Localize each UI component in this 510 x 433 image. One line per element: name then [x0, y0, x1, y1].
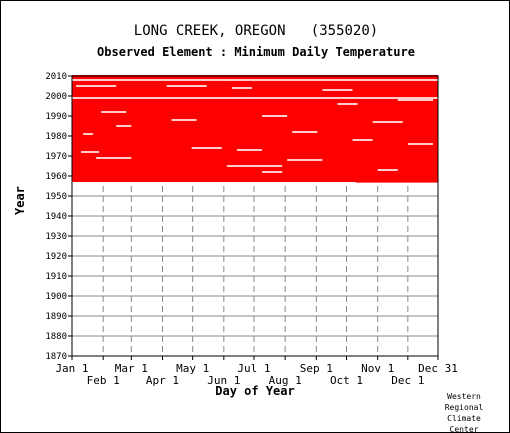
missing-data-segment	[231, 87, 252, 89]
missing-data-segment	[372, 121, 403, 123]
x-tick-label: Sep 1	[300, 362, 333, 375]
missing-data-segment	[287, 159, 323, 161]
y-tick-label: 1940	[45, 212, 67, 222]
x-tick-label: Mar 1	[115, 362, 148, 375]
y-tick-label: 1920	[45, 252, 67, 262]
missing-data-segment	[96, 157, 132, 159]
x-axis-label: Day of Year	[215, 384, 295, 398]
y-tick-label: 1880	[45, 332, 67, 342]
missing-data-segment	[81, 151, 100, 153]
missing-data-segment	[101, 111, 127, 113]
x-tick-label: Jun 1	[207, 374, 240, 387]
data-block-main	[72, 75, 438, 180]
plot-border	[71, 75, 439, 357]
y-tick-label: 1900	[45, 292, 67, 302]
chart-subtitle: Observed Element : Minimum Daily Tempera…	[97, 45, 415, 59]
y-tick-label: 2000	[45, 92, 67, 102]
x-tick-label: Apr 1	[146, 374, 179, 387]
data-block-first-year	[72, 180, 356, 182]
missing-data-segment	[352, 139, 373, 141]
missing-data-segment	[407, 143, 433, 145]
missing-data-segment	[116, 125, 132, 127]
missing-data-segment	[191, 147, 222, 149]
x-tick-label: Jul 1	[237, 362, 270, 375]
missing-data-segment	[72, 79, 438, 81]
missing-data-segment	[166, 85, 207, 87]
missing-data-segment	[337, 103, 358, 105]
x-tick-label: Jan 1	[55, 362, 88, 375]
y-tick-label: 1990	[45, 112, 67, 122]
missing-data-segment	[292, 131, 318, 133]
x-tick-label: Aug 1	[269, 374, 302, 387]
missing-data-segment	[397, 99, 433, 101]
x-tick-label: Oct 1	[330, 374, 363, 387]
y-tick-label: 1950	[45, 192, 67, 202]
missing-data-segment	[236, 149, 263, 151]
missing-data-segment	[377, 169, 398, 171]
missing-data-segment	[76, 85, 117, 87]
missing-data-segment	[72, 97, 438, 99]
missing-data-segment	[226, 165, 283, 167]
y-tick-label: 1890	[45, 312, 67, 322]
missing-data-segment	[262, 171, 283, 173]
missing-data-segment	[171, 119, 197, 121]
x-tick-label: May 1	[176, 362, 209, 375]
chart-title: LONG CREEK, OREGON (355020)	[133, 23, 379, 39]
x-tick-label: Feb 1	[87, 374, 120, 387]
y-tick-label: 1980	[45, 132, 67, 142]
y-tick-label: 1930	[45, 232, 67, 242]
missing-data-segment	[262, 115, 288, 117]
credit-text: Western Regional Climate Center	[444, 392, 484, 433]
missing-data-segment	[83, 133, 94, 135]
y-tick-label: 1970	[45, 152, 67, 162]
x-tick-label: Dec 1	[391, 374, 424, 387]
x-tick-label: Dec 31	[418, 362, 458, 375]
missing-data-segment	[322, 89, 353, 91]
data-block-first-year-tail	[355, 180, 438, 183]
y-tick-label: 1870	[45, 352, 67, 362]
y-tick-label: 2010	[45, 72, 67, 82]
y-axis-label: Year	[13, 186, 27, 215]
y-tick-label: 1910	[45, 272, 67, 282]
y-tick-label: 1960	[45, 172, 67, 182]
x-tick-label: Nov 1	[361, 362, 394, 375]
